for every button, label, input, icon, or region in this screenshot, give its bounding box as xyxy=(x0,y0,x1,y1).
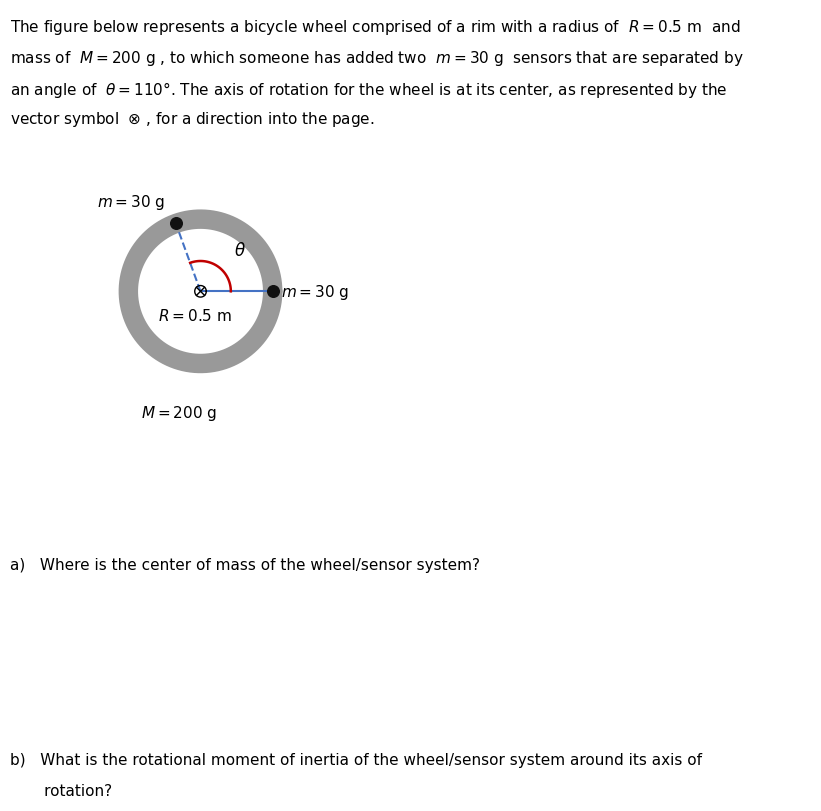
Text: b)   What is the rotational moment of inertia of the wheel/sensor system around : b) What is the rotational moment of iner… xyxy=(10,752,702,766)
Text: an angle of  $\theta = 110°$. The axis of rotation for the wheel is at its cente: an angle of $\theta = 110°$. The axis of… xyxy=(10,79,727,100)
Text: $M = 200$ g: $M = 200$ g xyxy=(140,404,217,423)
Text: a)   Where is the center of mass of the wheel/sensor system?: a) Where is the center of mass of the wh… xyxy=(10,557,479,572)
Text: $m = 30$ g: $m = 30$ g xyxy=(97,192,165,211)
Point xyxy=(266,285,279,298)
Text: vector symbol  $\otimes$ , for a direction into the page.: vector symbol $\otimes$ , for a directio… xyxy=(10,110,374,129)
Text: $m = 30$ g: $m = 30$ g xyxy=(282,282,350,302)
Text: rotation?: rotation? xyxy=(10,783,112,797)
Text: The figure below represents a bicycle wheel comprised of a rim with a radius of : The figure below represents a bicycle wh… xyxy=(10,18,741,36)
Text: $\theta$: $\theta$ xyxy=(234,242,245,260)
Text: mass of  $M = 200$ g , to which someone has added two  $m = 30$ g  sensors that : mass of $M = 200$ g , to which someone h… xyxy=(10,49,744,67)
Point xyxy=(169,217,182,230)
Text: $R = 0.5$ m: $R = 0.5$ m xyxy=(158,308,232,324)
